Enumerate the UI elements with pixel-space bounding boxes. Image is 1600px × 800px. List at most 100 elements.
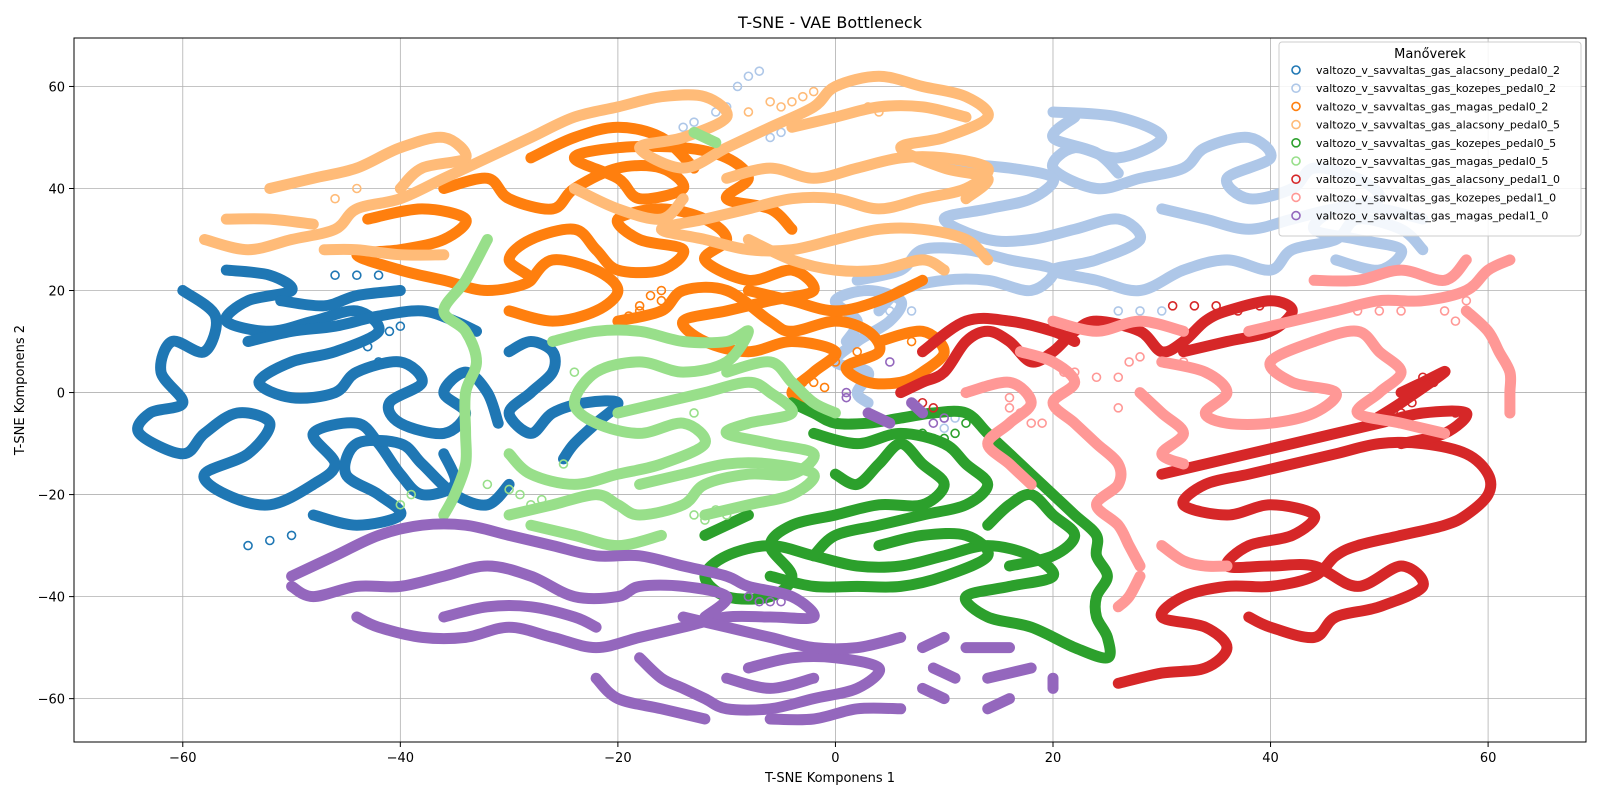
series-6-point xyxy=(721,510,732,520)
series-6-point xyxy=(569,367,580,377)
series-6-trajectory xyxy=(438,234,493,521)
series-1-point xyxy=(362,341,373,352)
series-8-point xyxy=(1200,367,1211,377)
series-4 xyxy=(199,70,994,277)
series-5-trajectory xyxy=(764,527,994,593)
plot-frame xyxy=(73,37,1587,743)
x-axis-ticks: −60 −40 −20 0 20 40 60 xyxy=(169,742,1496,766)
legend-marker xyxy=(1291,101,1301,112)
legend-label: valtozo_v_savvaltas_gas_magas_pedal0_2 xyxy=(1316,100,1548,113)
series-8-point xyxy=(1178,357,1189,367)
series-5-trajectory xyxy=(808,427,994,562)
series-6-point xyxy=(689,408,699,418)
series-7-point xyxy=(1233,306,1243,316)
series-8-point xyxy=(1026,418,1037,428)
y-tick-label: 40 xyxy=(48,182,65,197)
series-8-trajectory xyxy=(1047,315,1189,337)
series-2-point xyxy=(732,81,743,92)
series-5-point xyxy=(961,418,971,428)
series-2-point xyxy=(689,117,699,127)
y-tick-label: −40 xyxy=(38,591,65,606)
series-7-point xyxy=(1450,408,1461,418)
series-8-trajectory xyxy=(1243,254,1516,337)
series-2-point xyxy=(743,71,754,82)
series-3-point xyxy=(852,346,862,357)
legend-items: valtozo_v_savvaltas_gas_alacsony_pedal0_… xyxy=(1291,64,1560,223)
y-axis-title: T-SNE Komponens 2 xyxy=(13,325,28,456)
series-4-trajectory xyxy=(318,243,450,261)
legend-label: valtozo_v_savvaltas_gas_alacsony_pedal0_… xyxy=(1316,64,1560,77)
series-2-point xyxy=(754,66,765,76)
series-4-point xyxy=(765,96,775,107)
series-3-point xyxy=(874,336,884,347)
series-9-trajectory xyxy=(677,611,907,655)
series-6-point xyxy=(504,484,514,495)
series-4-point xyxy=(776,102,786,112)
series-1-trajectory xyxy=(307,434,515,531)
series-8-point xyxy=(1059,367,1069,377)
series-1-trajectory xyxy=(275,285,406,312)
series-8-trajectory xyxy=(1134,387,1189,470)
series-9-trajectory xyxy=(286,518,820,654)
y-tick-label: 60 xyxy=(48,80,65,95)
series-9-trajectory xyxy=(286,560,733,623)
series-9-point xyxy=(743,591,754,602)
series-8-trajectory xyxy=(1156,325,1451,439)
x-tick-label: −20 xyxy=(604,751,631,766)
legend-label: valtozo_v_savvaltas_gas_kozepes_pedal0_5 xyxy=(1316,137,1556,150)
series-5-point xyxy=(917,428,928,439)
series-6-trajectory xyxy=(503,324,754,490)
series-4-point xyxy=(874,107,884,117)
series-6-point xyxy=(700,515,710,525)
series-3-point xyxy=(634,306,645,316)
y-tick-label: 0 xyxy=(57,387,65,402)
series-4-trajectory xyxy=(568,183,689,225)
series-4-point xyxy=(787,96,797,107)
series-7-point xyxy=(1418,372,1428,383)
legend-marker xyxy=(1291,192,1301,203)
series-3-point xyxy=(645,290,656,301)
series-7-trajectory xyxy=(1362,365,1451,429)
series-8-trajectory xyxy=(1014,346,1146,572)
series-1-point xyxy=(352,270,362,281)
series-9 xyxy=(286,357,1059,726)
series-9-trajectory xyxy=(982,693,1015,715)
series-4-trajectory xyxy=(786,100,972,133)
series-9-point xyxy=(841,387,852,398)
series-8-point xyxy=(1450,316,1461,326)
x-tick-label: −40 xyxy=(387,751,414,766)
legend-label: valtozo_v_savvaltas_gas_alacsony_pedal0_… xyxy=(1316,119,1560,132)
legend-marker xyxy=(1291,210,1301,221)
series-9-point xyxy=(939,413,950,423)
data-marks xyxy=(132,66,1517,726)
series-9-trajectory xyxy=(590,672,711,725)
series-6-point xyxy=(406,489,417,500)
series-1-point xyxy=(373,270,384,281)
x-tick-label: −60 xyxy=(169,751,196,766)
series-1-point xyxy=(264,535,275,546)
series-9-trajectory xyxy=(634,651,885,716)
legend-marker xyxy=(1291,156,1301,166)
x-axis-title: T-SNE Komponens 1 xyxy=(764,771,895,786)
series-9-trajectory xyxy=(438,600,602,633)
series-8-trajectory xyxy=(960,376,1037,490)
series-9-point xyxy=(841,392,852,403)
legend-marker xyxy=(1291,119,1301,130)
series-7-point xyxy=(1167,301,1178,311)
series-9-trajectory xyxy=(862,407,896,429)
series-8-trajectory xyxy=(1112,570,1146,613)
series-9-trajectory xyxy=(927,662,961,684)
series-5-point xyxy=(939,433,950,444)
series-7-trajectory xyxy=(1156,405,1473,480)
series-2-point xyxy=(1135,306,1145,316)
series-6-point xyxy=(678,499,688,510)
series-2-trajectory xyxy=(938,157,1429,297)
series-8-point xyxy=(1124,357,1134,367)
legend-title: Manőverek xyxy=(1394,47,1466,62)
series-8-trajectory xyxy=(1308,254,1472,287)
series-8-point xyxy=(1004,392,1015,403)
series-6-point xyxy=(558,459,569,469)
series-7-point xyxy=(1189,301,1200,311)
series-6-trajectory xyxy=(688,126,722,149)
